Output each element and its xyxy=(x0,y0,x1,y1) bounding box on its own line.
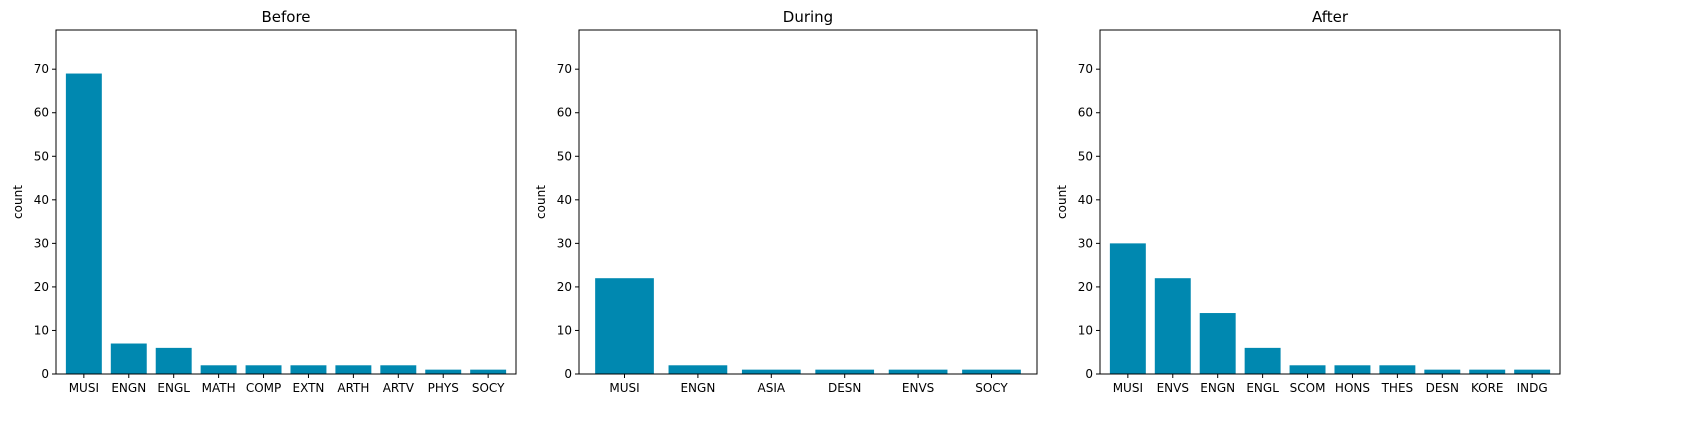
y-axis-label-2: count xyxy=(1055,185,1069,219)
x-tick-label-1-5: SOCY xyxy=(975,381,1008,395)
bar-2-9 xyxy=(1514,369,1551,374)
y-tick-label-0-2: 20 xyxy=(34,280,49,294)
x-tick-label-0-0: MUSI xyxy=(69,381,99,395)
bar-2-1 xyxy=(1154,278,1191,374)
y-tick-label-0-1: 10 xyxy=(34,323,49,337)
y-tick-label-1-4: 40 xyxy=(557,193,572,207)
axes-frame-0 xyxy=(55,29,517,375)
bar-2-5 xyxy=(1334,365,1371,374)
axes-frame-1 xyxy=(578,29,1038,375)
bar-2-2 xyxy=(1199,313,1236,374)
x-tick-label-2-1: ENVS xyxy=(1157,381,1189,395)
chart-panel-1: 0 10 20 30 40 50 60 70 MUSI ENGN ASIA DESN ENVS SOCY D… xyxy=(534,8,1038,395)
x-tick-label-2-9: INDG xyxy=(1517,381,1548,395)
bar-0-4 xyxy=(245,365,282,374)
y-tick-label-2-1: 10 xyxy=(1078,323,1093,337)
bar-0-3 xyxy=(200,365,237,374)
x-tick-label-0-5: EXTN xyxy=(293,381,325,395)
x-tick-label-1-4: ENVS xyxy=(902,381,934,395)
y-tick-label-2-5: 50 xyxy=(1078,149,1093,163)
y-tick-label-0-0: 0 xyxy=(41,367,49,381)
x-tick-label-1-3: DESN xyxy=(828,381,861,395)
bar-0-2 xyxy=(155,347,192,374)
bar-1-4 xyxy=(888,369,948,374)
y-tick-label-1-7: 70 xyxy=(557,62,572,76)
x-tick-label-2-8: KORE xyxy=(1471,381,1504,395)
bar-0-1 xyxy=(110,343,147,374)
x-tick-label-0-2: ENGL xyxy=(157,381,190,395)
bar-0-9 xyxy=(470,369,507,374)
y-tick-label-0-4: 40 xyxy=(34,193,49,207)
bar-2-0 xyxy=(1109,243,1146,374)
x-tick-label-2-7: DESN xyxy=(1426,381,1459,395)
y-tick-label-2-7: 70 xyxy=(1078,62,1093,76)
x-tick-label-2-3: ENGL xyxy=(1246,381,1279,395)
bar-1-1 xyxy=(668,365,728,374)
y-tick-label-1-5: 50 xyxy=(557,149,572,163)
bar-0-0 xyxy=(65,73,102,374)
y-tick-label-1-2: 20 xyxy=(557,280,572,294)
chart-title-2: After xyxy=(1312,8,1349,26)
y-tick-label-0-7: 70 xyxy=(34,62,49,76)
y-tick-label-2-3: 30 xyxy=(1078,236,1093,250)
x-tick-label-0-9: SOCY xyxy=(472,381,505,395)
y-tick-label-2-0: 0 xyxy=(1085,367,1093,381)
x-tick-label-1-2: ASIA xyxy=(758,381,786,395)
x-tick-label-1-0: MUSI xyxy=(609,381,639,395)
x-tick-label-2-0: MUSI xyxy=(1113,381,1143,395)
y-tick-label-1-6: 60 xyxy=(557,106,572,120)
bar-0-7 xyxy=(380,365,417,374)
y-tick-label-2-6: 60 xyxy=(1078,106,1093,120)
x-tick-label-2-5: HONS xyxy=(1335,381,1370,395)
y-tick-label-1-3: 30 xyxy=(557,236,572,250)
bar-2-8 xyxy=(1469,369,1506,374)
bar-0-8 xyxy=(425,369,462,374)
bar-1-5 xyxy=(962,369,1021,374)
axes-frame-2 xyxy=(1099,29,1561,375)
bar-2-3 xyxy=(1244,347,1281,374)
bar-0-6 xyxy=(335,365,372,374)
x-tick-label-0-6: ARTH xyxy=(337,381,369,395)
x-tick-label-0-8: PHYS xyxy=(428,381,459,395)
chart-title-0: Before xyxy=(261,8,310,26)
y-tick-label-0-5: 50 xyxy=(34,149,49,163)
bar-2-7 xyxy=(1424,369,1461,374)
y-axis-label-1: count xyxy=(534,185,548,219)
y-tick-label-2-2: 20 xyxy=(1078,280,1093,294)
bar-1-2 xyxy=(741,369,801,374)
y-axis-label-0: count xyxy=(11,185,25,219)
y-tick-label-0-6: 60 xyxy=(34,106,49,120)
y-tick-label-1-1: 10 xyxy=(557,323,572,337)
bar-0-5 xyxy=(290,365,327,374)
chart-panel-0: 0 10 20 30 40 50 60 70 MUSI ENGN ENGL MATH COMP EXTN A… xyxy=(11,8,517,395)
y-tick-label-2-4: 40 xyxy=(1078,193,1093,207)
chart-panel-2: 0 10 20 30 40 50 60 70 MUSI ENVS ENGN ENGL SCOM HONS T… xyxy=(1055,8,1561,395)
x-tick-label-2-2: ENGN xyxy=(1200,381,1235,395)
chart-title-1: During xyxy=(783,8,833,26)
x-tick-label-0-1: ENGN xyxy=(111,381,146,395)
x-tick-label-2-6: THES xyxy=(1381,381,1414,395)
x-tick-label-2-4: SCOM xyxy=(1290,381,1326,395)
x-tick-label-0-7: ARTV xyxy=(383,381,415,395)
y-tick-label-0-3: 30 xyxy=(34,236,49,250)
bar-1-3 xyxy=(815,369,875,374)
bar-2-6 xyxy=(1379,365,1416,374)
x-tick-label-0-3: MATH xyxy=(202,381,236,395)
bar-2-4 xyxy=(1289,365,1326,374)
x-tick-label-0-4: COMP xyxy=(246,381,281,395)
y-tick-label-1-0: 0 xyxy=(564,367,572,381)
x-tick-label-1-1: ENGN xyxy=(680,381,715,395)
bar-1-0 xyxy=(595,278,654,374)
